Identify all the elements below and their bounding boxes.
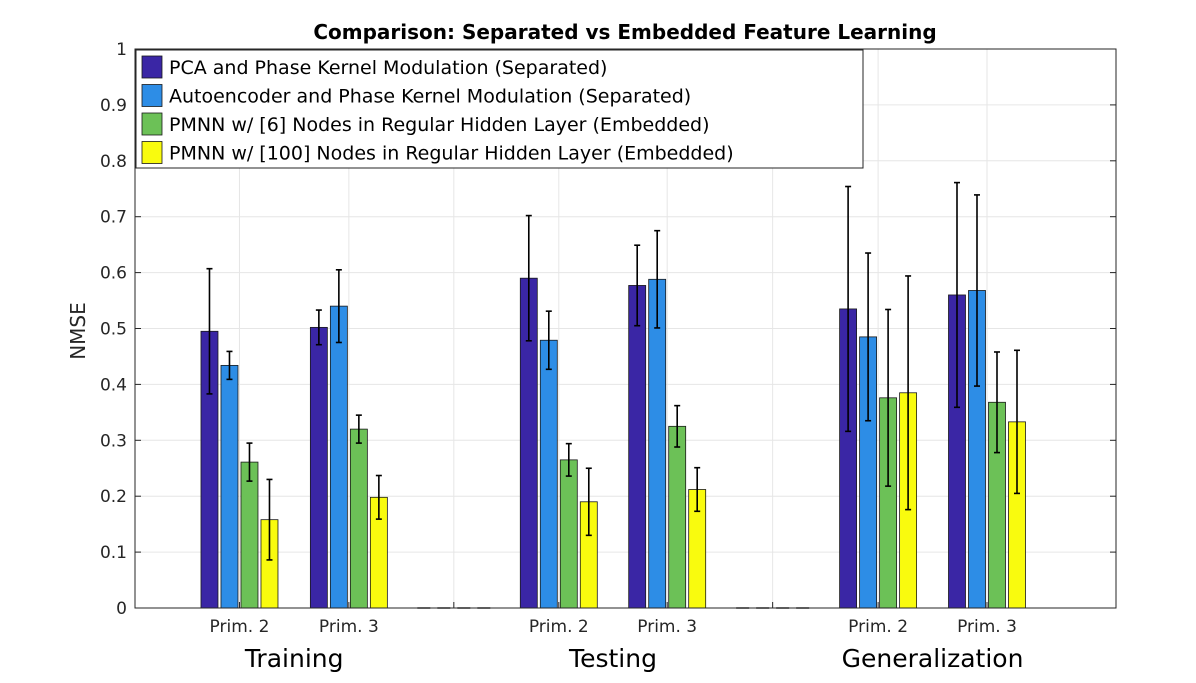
y-tick-label: 0.1	[100, 543, 127, 563]
legend-swatch	[141, 141, 163, 164]
y-axis-label: NMSE	[66, 302, 90, 360]
y-tick-label: 0.9	[100, 96, 127, 116]
group-label: Training	[244, 644, 344, 673]
legend: PCA and Phase Kernel Modulation (Separat…	[135, 49, 864, 169]
y-tick-label: 0	[116, 599, 127, 619]
x-tick-label: Prim. 2	[529, 617, 589, 637]
y-tick-label: 0.4	[100, 375, 127, 395]
group-label: Generalization	[842, 644, 1024, 673]
y-tick-label: 0.6	[100, 264, 127, 284]
x-tick-label: Prim. 3	[957, 617, 1017, 637]
bar	[539, 339, 558, 609]
x-tick-label: Prim. 2	[210, 617, 270, 637]
bar	[240, 461, 259, 609]
bar	[329, 305, 348, 609]
bar	[220, 364, 239, 609]
bars	[200, 277, 1026, 609]
legend-swatch	[141, 55, 163, 79]
y-tick-label: 0.5	[100, 320, 127, 340]
legend-label: PCA and Phase Kernel Modulation (Separat…	[169, 57, 607, 79]
y-tick-label: 0.7	[100, 208, 127, 228]
x-axis-ticks: Prim. 2 Prim. 3 Prim. 2 Prim. 3 Prim. 2 Prim.…	[210, 602, 1017, 637]
legend-label: PMNN w/ [100] Nodes in Regular Hidden La…	[169, 143, 734, 165]
y-tick-label: 0.8	[100, 152, 127, 172]
bar	[349, 428, 368, 609]
group-label: Testing	[568, 644, 657, 673]
y-tick-label: 0.2	[100, 487, 127, 507]
group-labels: Training Testing Generalization	[244, 644, 1024, 673]
bar	[668, 425, 687, 609]
legend-box	[135, 49, 864, 169]
bar	[628, 285, 647, 609]
y-tick-label: 0.3	[100, 431, 127, 451]
bar	[309, 326, 328, 609]
legend-label: PMNN w/ [6] Nodes in Regular Hidden Laye…	[169, 114, 709, 136]
y-tick-label: 1	[116, 40, 127, 60]
error-bars	[206, 181, 1020, 561]
y-axis-ticks: 0 0.1 0.2 0.3 0.4 0.5 0.6 0.7 0.8 0.9 1	[100, 40, 1116, 619]
x-tick-label: Prim. 2	[848, 617, 908, 637]
chart-title: Comparison: Separated vs Embedded Featur…	[313, 20, 936, 44]
x-tick-label: Prim. 3	[637, 617, 697, 637]
legend-label: Autoencoder and Phase Kernel Modulation …	[169, 86, 691, 108]
bar	[559, 459, 578, 609]
legend-swatch	[141, 112, 163, 136]
x-tick-label: Prim. 3	[319, 617, 379, 637]
legend-swatch	[141, 84, 163, 107]
